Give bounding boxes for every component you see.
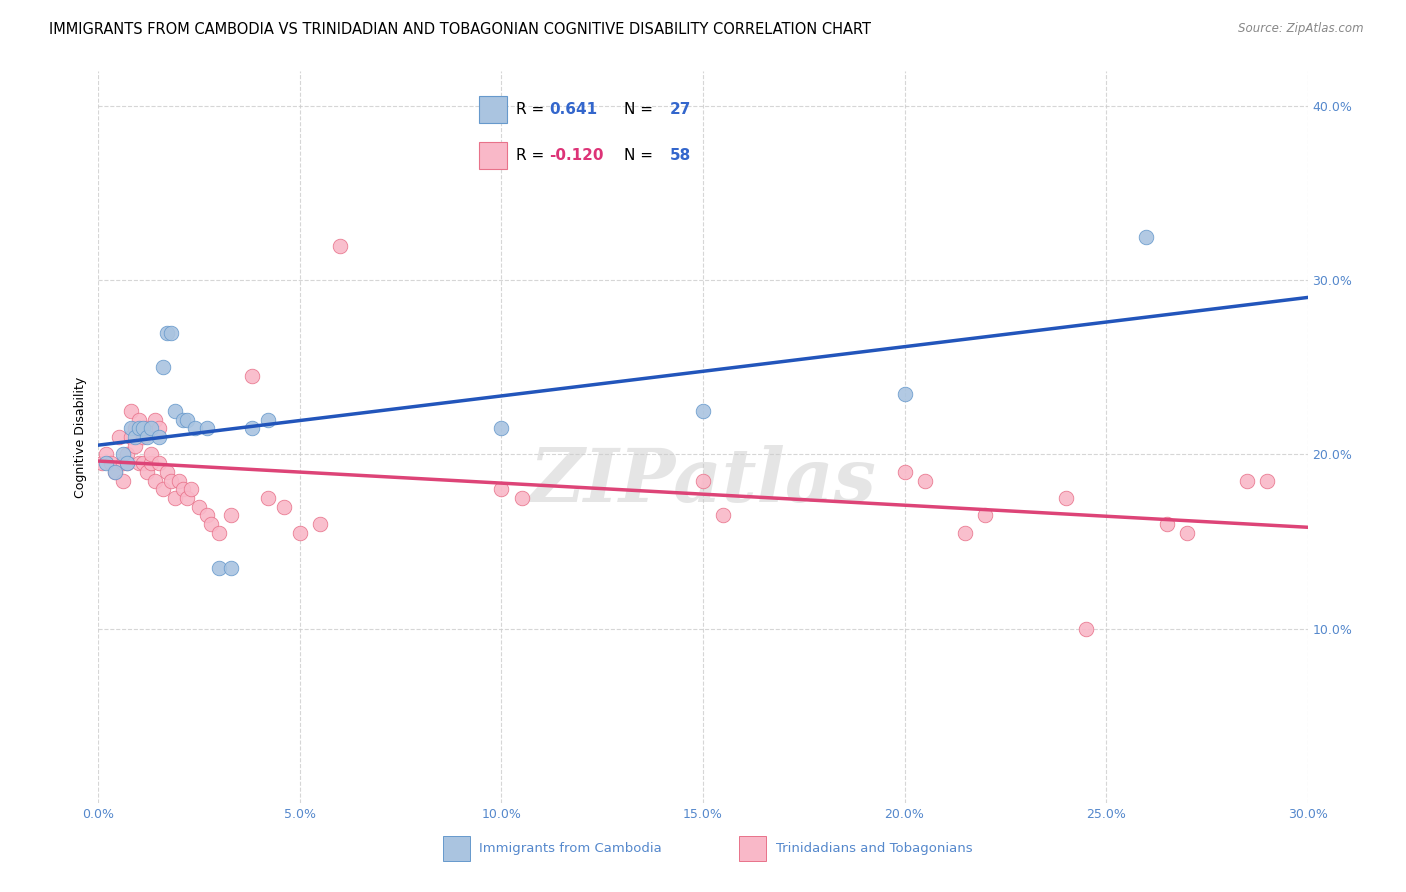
Point (156, 465, 179, 479)
Point (115, 456, 138, 470)
Point (208, 560, 231, 574)
Point (139, 448, 162, 462)
Point (893, 386, 915, 401)
Point (96, 456, 118, 470)
Point (692, 474, 714, 488)
Point (172, 483, 194, 497)
Point (692, 404, 714, 418)
Point (176, 491, 198, 505)
Point (148, 456, 170, 470)
Point (188, 500, 211, 514)
Point (160, 474, 183, 488)
Point (124, 421, 146, 435)
Point (510, 491, 533, 505)
Point (120, 430, 142, 444)
Point (152, 483, 174, 497)
Point (124, 430, 146, 444)
Point (1074, 622, 1097, 636)
Point (953, 525, 976, 540)
Point (195, 421, 218, 435)
Point (107, 430, 129, 444)
Point (132, 430, 155, 444)
FancyBboxPatch shape (740, 836, 766, 862)
Point (152, 360, 174, 375)
Point (1256, 474, 1278, 488)
Point (221, 508, 243, 523)
FancyBboxPatch shape (443, 836, 470, 862)
Point (120, 404, 142, 418)
Point (240, 369, 263, 384)
Point (1156, 517, 1178, 532)
Point (132, 456, 155, 470)
Text: Source: ZipAtlas.com: Source: ZipAtlas.com (1239, 22, 1364, 36)
Point (143, 474, 166, 488)
Point (139, 456, 162, 470)
Point (167, 474, 190, 488)
Point (288, 525, 311, 540)
Point (132, 421, 155, 435)
Point (329, 238, 352, 252)
Point (200, 517, 222, 532)
Point (1135, 229, 1157, 244)
Point (115, 456, 138, 470)
Point (135, 430, 157, 444)
Point (111, 456, 134, 470)
Point (1175, 525, 1198, 540)
Point (221, 560, 243, 574)
Point (115, 448, 138, 462)
Point (1054, 491, 1077, 505)
Point (240, 421, 263, 435)
Point (172, 412, 194, 426)
Point (914, 474, 936, 488)
Point (184, 421, 207, 435)
Point (148, 421, 170, 435)
Point (163, 404, 186, 418)
Point (91, 456, 114, 470)
Point (309, 517, 332, 532)
Point (195, 508, 218, 523)
Point (491, 483, 513, 497)
Point (120, 421, 142, 435)
Point (135, 465, 157, 479)
Point (139, 421, 162, 435)
Point (256, 412, 278, 426)
Text: Trinidadians and Tobagonians: Trinidadians and Tobagonians (776, 842, 972, 855)
Point (160, 326, 183, 340)
Point (103, 465, 125, 479)
Text: IMMIGRANTS FROM CAMBODIA VS TRINIDADIAN AND TOBAGONIAN COGNITIVE DISABILITY CORR: IMMIGRANTS FROM CAMBODIA VS TRINIDADIAN … (49, 22, 872, 37)
Point (893, 465, 915, 479)
Point (111, 448, 134, 462)
Text: ZIPatlas: ZIPatlas (530, 445, 876, 517)
Point (156, 326, 179, 340)
Point (100, 456, 122, 470)
Point (208, 525, 231, 540)
Text: Immigrants from Cambodia: Immigrants from Cambodia (479, 842, 662, 855)
Point (135, 421, 157, 435)
Point (256, 491, 278, 505)
Point (143, 412, 166, 426)
Point (163, 491, 186, 505)
Point (128, 412, 150, 426)
Point (124, 439, 146, 453)
Point (103, 465, 125, 479)
Point (176, 412, 198, 426)
Point (96, 448, 118, 462)
Point (180, 483, 202, 497)
Point (128, 456, 150, 470)
Point (111, 474, 134, 488)
Point (1236, 474, 1258, 488)
Point (128, 421, 150, 435)
Point (974, 508, 997, 523)
Point (711, 508, 734, 523)
Y-axis label: Cognitive Disability: Cognitive Disability (75, 376, 87, 498)
Point (491, 421, 513, 435)
Point (273, 500, 295, 514)
Point (148, 430, 170, 444)
